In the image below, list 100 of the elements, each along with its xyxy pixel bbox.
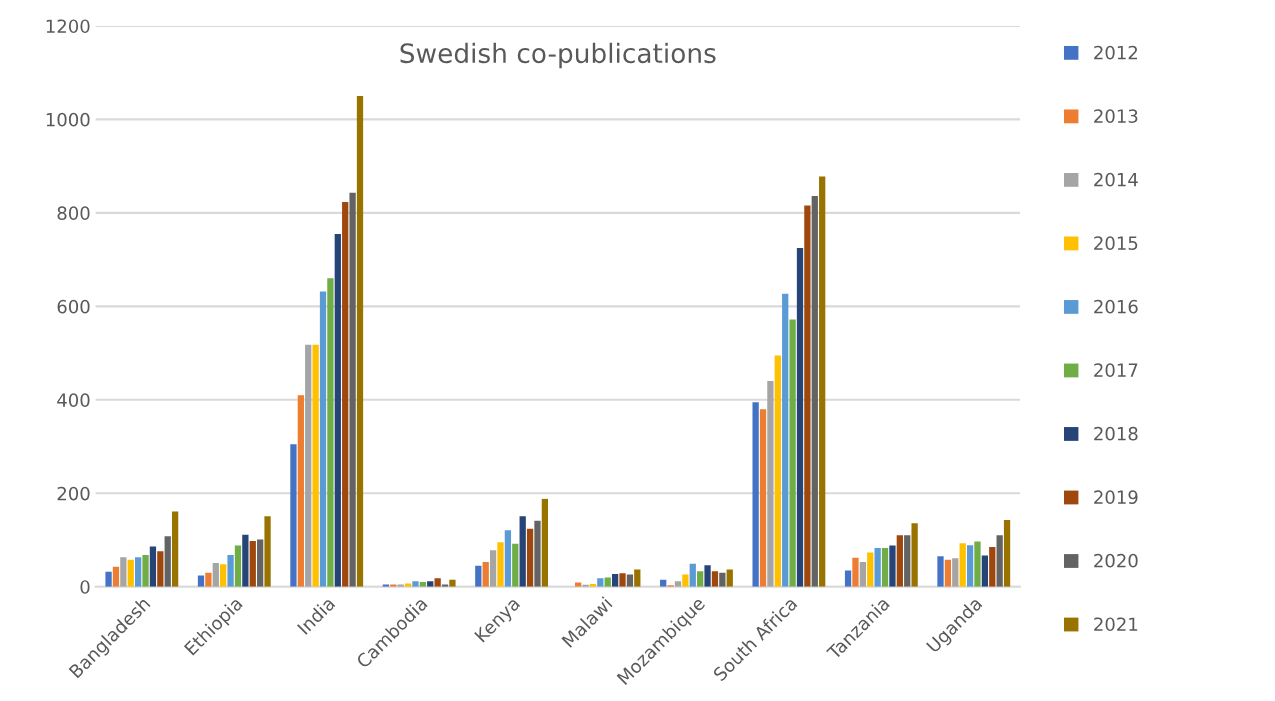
- bar: [752, 402, 759, 587]
- bar: [952, 558, 959, 587]
- legend-label: 2014: [1094, 172, 1138, 187]
- bar: [220, 564, 227, 587]
- bar: [171, 511, 179, 587]
- bar: [242, 534, 249, 587]
- bar: [774, 355, 781, 587]
- bar: [319, 291, 327, 587]
- bar: [859, 561, 866, 587]
- legend-label: 2020: [1094, 553, 1138, 568]
- bar: [489, 550, 497, 587]
- bar: [541, 498, 549, 587]
- bar: [127, 559, 134, 587]
- legend-label: 2012: [1094, 45, 1138, 60]
- bar: [974, 541, 981, 587]
- bar: [257, 539, 264, 587]
- bar: [789, 319, 796, 587]
- bar: [981, 555, 989, 587]
- bar: [497, 542, 504, 587]
- bar: [881, 547, 889, 587]
- bar: [482, 561, 489, 587]
- y-tick-label: 400: [57, 393, 90, 407]
- bar: [711, 571, 719, 587]
- bar: [767, 381, 774, 587]
- bar: [290, 444, 297, 587]
- bar: [504, 530, 512, 587]
- bar: [804, 205, 811, 587]
- y-tick-label: 1000: [46, 112, 90, 127]
- bar: [327, 278, 334, 587]
- bar: [475, 565, 482, 587]
- bar: [937, 556, 944, 587]
- bar: [697, 571, 704, 587]
- bar: [619, 573, 626, 587]
- bar: [911, 523, 918, 587]
- bar: [604, 577, 611, 587]
- bar: [611, 574, 619, 587]
- bar: [896, 535, 903, 587]
- bar: [412, 581, 419, 587]
- bar: [434, 578, 441, 587]
- bar: [234, 545, 242, 587]
- bar: [212, 562, 219, 587]
- bar: [966, 545, 974, 587]
- bar: [519, 516, 526, 587]
- bar: [874, 547, 881, 587]
- bar: [889, 545, 896, 587]
- y-tick-label: 200: [57, 486, 90, 501]
- legend-label: 2016: [1094, 299, 1138, 314]
- legend-label: 2019: [1094, 490, 1138, 505]
- bar: [852, 557, 859, 587]
- y-tick-label: 600: [57, 299, 90, 314]
- legend-label: 2021: [1094, 617, 1138, 632]
- bar: [297, 395, 304, 587]
- bar: [989, 547, 996, 587]
- bar: [120, 557, 127, 587]
- bar: [689, 563, 696, 587]
- bar: [959, 543, 966, 587]
- bar: [334, 233, 341, 587]
- bar: [205, 572, 212, 587]
- bar: [597, 578, 604, 587]
- bar: [105, 571, 112, 587]
- bar: [149, 546, 157, 587]
- bar: [819, 176, 826, 587]
- text: Swedish co-publications: [400, 42, 716, 69]
- bar: [349, 192, 356, 587]
- bar: [356, 96, 364, 587]
- y-tick-label: 800: [57, 206, 90, 220]
- bar: [682, 574, 689, 587]
- bar: [227, 554, 234, 587]
- bar: [249, 540, 256, 587]
- bar: [534, 520, 541, 587]
- bar: [796, 247, 804, 587]
- bar: [342, 202, 349, 587]
- bar: [312, 344, 319, 587]
- bar: [512, 543, 519, 587]
- bar: [811, 196, 818, 587]
- bar: [157, 551, 164, 587]
- legend-label: 2018: [1094, 426, 1138, 441]
- bar: [112, 566, 120, 587]
- legend-label: 2015: [1094, 236, 1138, 250]
- legend-label: 2013: [1094, 109, 1138, 123]
- bar: [944, 559, 952, 587]
- bar: [1003, 519, 1011, 587]
- bar: [634, 569, 641, 587]
- bar: [704, 565, 711, 587]
- bar: [135, 557, 142, 587]
- bar: [726, 569, 733, 587]
- bar: [996, 535, 1003, 587]
- bar: [305, 344, 312, 587]
- bar: [867, 552, 874, 587]
- y-tick-label: 1200: [46, 19, 90, 34]
- bar: [759, 409, 767, 587]
- bar: [844, 570, 852, 587]
- bar: [264, 516, 271, 587]
- bar: [164, 536, 171, 587]
- bar: [782, 293, 789, 587]
- legend-label: 2017: [1094, 363, 1138, 377]
- bar: [526, 528, 534, 587]
- bar: [142, 554, 149, 587]
- bar: [449, 579, 456, 587]
- bar: [904, 535, 911, 587]
